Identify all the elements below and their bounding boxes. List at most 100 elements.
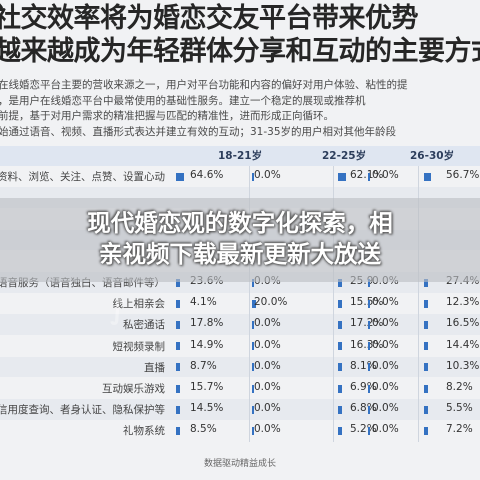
table-row: 互动娱乐游戏 15.7% 0.0% 6.9% 0.0% 8.2% — [0, 378, 480, 399]
value-cell: 16.5% — [446, 317, 480, 330]
value-bar — [368, 363, 370, 372]
column-header-22-25: 22-25岁 — [322, 150, 367, 162]
value-cell: 0.0% — [372, 296, 399, 309]
value-cell: 12.3% — [446, 296, 480, 309]
value-cell: 8.7% — [190, 359, 217, 372]
value-bar — [252, 384, 254, 393]
value-bar — [368, 342, 370, 351]
column-header-18-21: 18-21岁 — [218, 150, 263, 162]
banner-line-2: 亲视频下载最新更新大放送 — [99, 240, 381, 268]
value-cell: 14.9% — [190, 338, 224, 351]
value-bar — [176, 342, 180, 351]
value-cell: 7.2% — [446, 423, 473, 436]
value-cell: 14.4% — [446, 338, 480, 351]
value-bar — [252, 278, 254, 287]
row-label: 短视频录制 — [112, 340, 166, 353]
value-cell: 5.5% — [446, 402, 473, 415]
value-cell: 0.0% — [372, 338, 399, 351]
value-cell: 56.7% — [446, 169, 480, 181]
value-bar — [424, 426, 428, 435]
value-cell: 14.5% — [190, 402, 224, 415]
value-cell: 0.0% — [254, 359, 281, 372]
value-cell: 8.1% — [350, 359, 377, 372]
value-cell: 0.0% — [254, 423, 281, 436]
value-cell: 0.0% — [372, 423, 399, 436]
value-cell: 0.0% — [254, 381, 281, 393]
value-bar — [338, 384, 342, 393]
value-bar — [176, 299, 180, 308]
value-cell: 17.2% — [350, 317, 384, 330]
value-bar — [338, 172, 346, 181]
value-bar — [424, 172, 432, 181]
overlay-banner — [0, 198, 480, 282]
value-bar — [424, 405, 428, 414]
value-cell: 64.6% — [190, 169, 224, 181]
paragraph-line: ，是用户在线婚恋平台中最常使用的基础性服务。建立一个稳定的展现或推荐机 — [0, 94, 366, 107]
value-bar — [368, 299, 370, 308]
value-bar — [338, 278, 342, 287]
table-row: 私密通话 17.8% 0.0% 17.2% 0.0% 16.5% — [0, 314, 480, 335]
value-bar — [424, 342, 428, 351]
value-bar — [368, 278, 370, 287]
value-cell: 0.0% — [372, 381, 399, 393]
value-bar — [368, 426, 370, 435]
row-label: 私密通话 — [123, 319, 165, 332]
value-bar — [252, 342, 254, 351]
column-divider — [249, 166, 250, 442]
value-cell: 15.7% — [190, 381, 224, 393]
value-bar — [252, 426, 254, 435]
value-cell: 6.8% — [350, 402, 377, 415]
row-label: 线上相亲会 — [112, 298, 166, 311]
value-bar — [338, 320, 342, 329]
value-cell: 8.5% — [190, 423, 217, 436]
value-bar — [368, 405, 370, 414]
value-bar — [176, 320, 180, 329]
row-label: 资料、浏览、关注、点赞、设置心动 — [0, 171, 165, 183]
table-row: 礼物系统 8.5% 0.0% 5.2% 0.0% 7.2% — [0, 420, 480, 441]
value-bar — [176, 384, 180, 393]
value-cell: 0.0% — [254, 169, 281, 181]
value-cell: 8.2% — [446, 381, 473, 393]
value-cell: 0.0% — [372, 317, 399, 330]
value-cell: 0.0% — [254, 402, 281, 415]
row-label: 互动娱乐游戏 — [102, 383, 165, 395]
value-bar — [252, 172, 254, 181]
value-cell: 16.3% — [350, 338, 384, 351]
banner-line-1: 现代婚恋观的数字化探索，相 — [87, 209, 393, 237]
value-bar — [368, 384, 370, 393]
footer-caption: 数据驱动精益成长 — [203, 459, 276, 469]
value-cell: 6.9% — [350, 381, 377, 393]
value-cell: 15.5% — [350, 296, 384, 309]
value-bar — [252, 363, 254, 372]
value-cell: 0.0% — [254, 317, 281, 330]
row-label: 直播 — [144, 361, 165, 374]
value-bar — [338, 405, 342, 414]
value-bar — [176, 278, 180, 287]
table-row: 直播 8.7% 0.0% 8.1% 0.0% 10.3% — [0, 356, 480, 378]
value-cell: 10.3% — [446, 359, 480, 372]
value-cell: 0.0% — [254, 338, 281, 351]
paragraph-line: 始通过语音、视频、直播形式表达并建立有效的互动；31-35岁的用户相对其他年龄段 — [0, 125, 397, 138]
row-label: 信用度查询、者身认证、隐私保护等 — [0, 404, 165, 417]
value-bar — [368, 320, 370, 329]
value-bar — [338, 299, 342, 308]
banner-headline: 现代婚恋观的数字化探索，相 亲视频下载最新更新大放送 — [28, 208, 452, 270]
value-bar — [338, 342, 342, 351]
value-bar — [424, 320, 428, 329]
value-cell: 0.0% — [372, 169, 399, 181]
value-bar — [368, 172, 370, 181]
value-bar — [424, 363, 428, 372]
intro-paragraph: 在线婚恋平台主要的营收来源之一，用户对平台功能和内容的偏好对用户体验、粘性的提 … — [0, 78, 480, 140]
value-bar — [252, 299, 256, 308]
value-bar — [424, 278, 428, 287]
table-header — [0, 146, 480, 166]
article-title: 社交效率将为婚恋交友平台带来优势 越来越成为年轻群体分享和互动的主要方式 — [0, 2, 480, 68]
value-bar — [338, 363, 342, 372]
column-divider — [418, 166, 419, 442]
row-label: 礼物系统 — [123, 425, 165, 438]
value-bar — [424, 299, 428, 308]
value-bar — [176, 363, 180, 372]
value-cell: 0.0% — [372, 359, 399, 372]
value-cell: 17.8% — [190, 317, 224, 330]
